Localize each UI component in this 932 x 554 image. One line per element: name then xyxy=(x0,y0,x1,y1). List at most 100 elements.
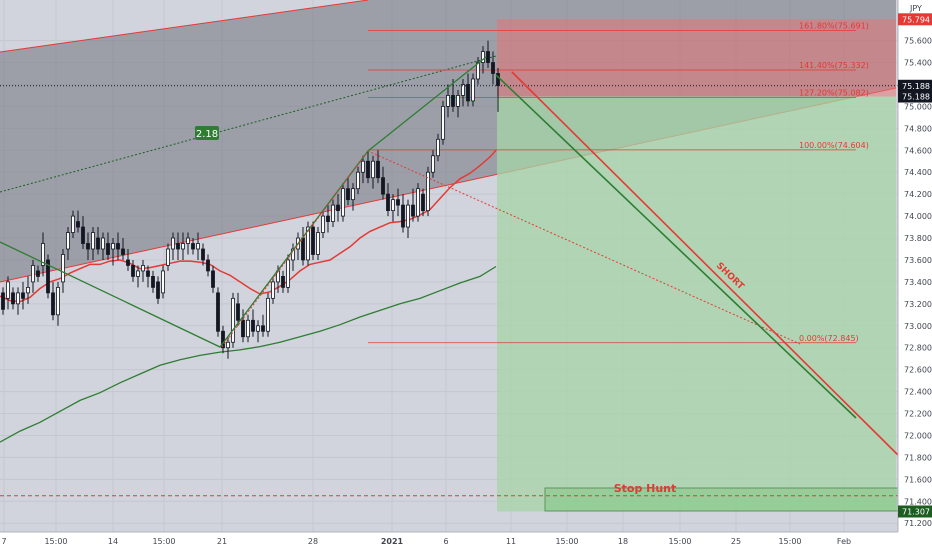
candle xyxy=(291,243,295,271)
regression-badge-label: 2.18 xyxy=(196,129,218,140)
candle-body-up xyxy=(406,204,410,228)
candle xyxy=(221,325,225,354)
candle xyxy=(336,194,340,222)
candle-body-up xyxy=(426,171,430,212)
candle xyxy=(241,309,245,343)
candle xyxy=(341,183,345,222)
x-tick-label: 7 xyxy=(1,537,6,546)
candle-body-down xyxy=(146,270,150,277)
candle-body-up xyxy=(481,51,485,63)
candle-body-up xyxy=(246,319,250,338)
candle xyxy=(421,188,425,217)
candle-body-up xyxy=(456,95,460,107)
candle xyxy=(21,281,25,310)
candle xyxy=(156,276,160,304)
x-tick-label: 28 xyxy=(308,537,318,546)
y-tick-label: 73.800 xyxy=(904,234,932,243)
candle xyxy=(391,194,395,222)
candle-body-up xyxy=(371,160,375,179)
y-tick-label: 71.200 xyxy=(904,519,932,528)
price-label-box xyxy=(898,90,932,103)
candle-body-up xyxy=(471,78,475,102)
candle-body-down xyxy=(381,177,385,195)
stop-hunt-label: Stop Hunt xyxy=(614,482,677,495)
candle-body-up xyxy=(16,292,20,305)
candle-body-down xyxy=(126,259,130,266)
candle xyxy=(26,276,30,304)
price-label-box xyxy=(898,79,932,92)
x-tick-label: 25 xyxy=(731,537,741,546)
candle-body-up xyxy=(181,243,185,250)
stop-hunt-box xyxy=(544,487,899,512)
fib-level-label: 0.00%(72.845) xyxy=(799,334,859,343)
candle-body-down xyxy=(206,259,210,272)
candle xyxy=(1,287,5,315)
stop-loss-zone xyxy=(497,19,896,97)
candle xyxy=(386,183,390,217)
candle-body-down xyxy=(376,160,380,179)
candle xyxy=(181,232,185,260)
x-tick-label: 15:00 xyxy=(152,537,175,546)
x-tick-label: 11 xyxy=(506,537,516,546)
candle xyxy=(141,259,145,282)
candle xyxy=(476,57,480,85)
candle-body-up xyxy=(341,188,345,217)
candle-body-down xyxy=(336,204,340,212)
candle xyxy=(201,243,205,266)
candle xyxy=(86,232,90,260)
candle-body-down xyxy=(366,160,370,179)
candle-body-down xyxy=(51,292,55,316)
channel-top-line xyxy=(0,0,369,53)
candle xyxy=(206,254,210,277)
x-tick-label: 2021 xyxy=(381,537,404,546)
take-profit-zone xyxy=(497,96,896,512)
candle-body-down xyxy=(121,248,125,255)
candle xyxy=(306,221,310,266)
candle xyxy=(311,221,315,260)
candle-body-down xyxy=(46,259,50,294)
x-tick-label: 14 xyxy=(108,537,118,546)
candle-body-up xyxy=(286,259,290,288)
price-label-text: 75.794 xyxy=(902,15,930,24)
y-tick-label: 74.200 xyxy=(904,190,932,199)
x-tick-label: 15:00 xyxy=(44,537,67,546)
y-tick-label: 75.600 xyxy=(904,37,932,46)
candle-body-down xyxy=(386,193,390,212)
x-tick-label: 15:00 xyxy=(555,537,578,546)
candle xyxy=(321,210,325,239)
candle xyxy=(431,150,435,178)
zigzag-line xyxy=(0,56,487,348)
x-tick-label: 18 xyxy=(618,537,628,546)
candle xyxy=(126,248,130,271)
candle xyxy=(96,227,100,255)
candle xyxy=(356,166,360,195)
candle xyxy=(366,150,370,184)
candle-body-up xyxy=(461,84,465,96)
price-label-box xyxy=(898,505,932,518)
candle-body-up xyxy=(441,106,445,140)
candle-body-up xyxy=(436,138,440,157)
candle xyxy=(446,84,450,118)
candle xyxy=(76,210,80,233)
candle-body-down xyxy=(346,188,350,201)
x-tick-label: 6 xyxy=(443,537,448,546)
y-tick-label: 71.400 xyxy=(904,497,932,506)
candle-body-down xyxy=(241,319,245,338)
candle xyxy=(286,254,290,293)
candle-body-up xyxy=(26,286,30,294)
candle-body-down xyxy=(131,265,135,277)
price-label-text: 75.188 xyxy=(902,82,930,91)
candle-body-down xyxy=(21,292,25,299)
candle xyxy=(371,155,375,189)
candle xyxy=(441,100,445,145)
candle-body-down xyxy=(11,292,15,305)
candle xyxy=(266,292,270,337)
candle-body-down xyxy=(86,243,90,250)
candle-body-up xyxy=(226,341,230,349)
fib-dotted-line xyxy=(221,150,801,348)
candle xyxy=(281,270,285,293)
candle-body-up xyxy=(136,270,140,277)
candle xyxy=(191,238,195,255)
candle-body-down xyxy=(116,243,120,250)
candle xyxy=(406,199,410,239)
